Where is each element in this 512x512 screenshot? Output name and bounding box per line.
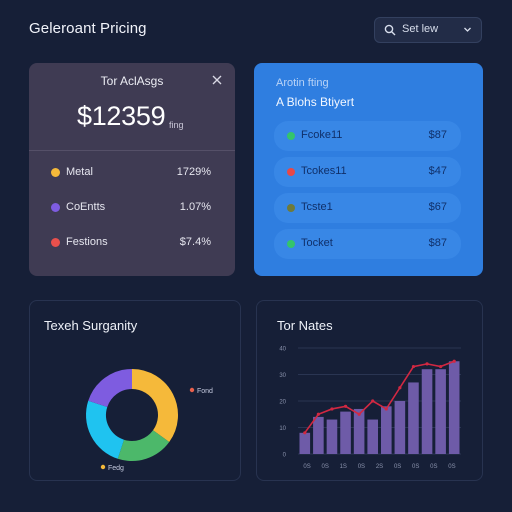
plan-row[interactable]: Fcoke11 $87 xyxy=(274,121,461,151)
trend-point xyxy=(384,407,388,411)
plan-row[interactable]: Tocket $87 xyxy=(274,229,461,259)
view-select-label: Set lew xyxy=(402,23,439,35)
bar xyxy=(408,382,419,454)
trend-point xyxy=(452,359,456,363)
view-select[interactable]: Set lew xyxy=(374,17,482,43)
trend-point xyxy=(330,407,334,411)
legend-dot xyxy=(100,464,106,470)
trend-point xyxy=(343,404,348,408)
plan-row-price: $87 xyxy=(428,129,447,141)
donut-panel: Texeh Surganity Fond Fedg xyxy=(29,300,241,481)
status-dot xyxy=(287,204,295,212)
y-tick-label: 40 xyxy=(279,347,286,353)
search-icon xyxy=(384,24,396,36)
y-tick-label: 30 xyxy=(279,373,286,379)
plan-row-label: Tcste1 xyxy=(301,201,333,213)
status-dot xyxy=(287,240,295,248)
bar xyxy=(340,411,351,454)
x-tick-label: 0S xyxy=(412,464,419,470)
trend-point xyxy=(425,362,429,366)
plan-row-price: $67 xyxy=(428,201,447,213)
y-tick-label: 10 xyxy=(279,426,286,432)
plan-row[interactable]: Tcokes11 $47 xyxy=(274,157,461,187)
app-title: Geleroant Pricing xyxy=(29,20,147,37)
plan-card: Arotin fting A Blohs Btiyert Fcoke11 $87… xyxy=(254,63,483,276)
divider xyxy=(29,150,235,151)
plan-card-subtitle: A Blohs Btiyert xyxy=(276,95,355,109)
plan-card-title: Arotin fting xyxy=(276,77,329,89)
trend-point xyxy=(357,412,361,416)
status-dot xyxy=(287,132,295,140)
legend-dot xyxy=(189,387,195,393)
trend-point xyxy=(398,386,402,390)
bar-chart-panel: Tor Nates 40 30 20 10 0 0S 0S 1S 0S 2S 0S 0S 0S 0S xyxy=(256,300,483,481)
x-tick-label: 0S xyxy=(303,464,310,470)
donut-slice xyxy=(86,400,125,459)
bar xyxy=(394,401,406,454)
plan-row-label: Tcokes11 xyxy=(301,165,347,177)
donut-slice xyxy=(131,369,178,443)
summary-row: Metal 1729% xyxy=(29,164,235,182)
donut-slice xyxy=(117,429,170,461)
donut-slice xyxy=(88,369,133,408)
summary-amount: $12359 xyxy=(77,101,166,131)
trend-point xyxy=(303,431,307,435)
summary-row-label: Metal xyxy=(66,166,93,178)
bar xyxy=(435,369,446,454)
x-tick-label: 1S xyxy=(340,464,347,470)
donut-panel-title: Texeh Surganity xyxy=(44,318,138,333)
x-tick-label: 0S xyxy=(321,464,328,470)
y-tick-label: 20 xyxy=(279,400,286,406)
summary-row-value: 1.07% xyxy=(179,201,211,213)
bar xyxy=(448,361,460,454)
bar xyxy=(353,408,365,454)
status-dot xyxy=(51,203,60,212)
x-tick-label: 0S xyxy=(430,464,437,470)
summary-amount-suffix: fing xyxy=(169,120,184,130)
trend-line xyxy=(304,360,455,434)
trend-point xyxy=(371,399,375,403)
plan-row-price: $47 xyxy=(428,165,447,177)
summary-row: CoEntts 1.07% xyxy=(29,199,235,217)
trend-point xyxy=(439,364,443,369)
y-tick-label: 0 xyxy=(283,453,287,459)
trend-point xyxy=(316,412,320,416)
status-dot xyxy=(287,168,295,176)
bar xyxy=(326,419,338,454)
summary-card-title: Tor AclAsgs xyxy=(100,74,164,88)
x-tick-label: 0S xyxy=(358,464,365,470)
summary-row-label: Festions xyxy=(66,236,108,248)
x-tick-label: 2S xyxy=(376,464,383,470)
bar xyxy=(313,416,324,454)
status-dot xyxy=(51,168,60,177)
x-tick-label: 0S xyxy=(448,464,455,470)
trend-point xyxy=(411,364,416,369)
plan-row-label: Fcoke11 xyxy=(301,129,343,141)
summary-row-value: 1729% xyxy=(176,166,211,178)
summary-row-label: CoEntts xyxy=(66,201,106,213)
donut-chart: Fond Fedg xyxy=(86,369,213,472)
bar xyxy=(380,406,392,454)
summary-row: Festions $7.4% xyxy=(29,234,235,252)
status-dot xyxy=(51,238,60,247)
summary-row-value: $7.4% xyxy=(179,236,211,248)
x-tick-label: 0S xyxy=(394,464,401,470)
legend-label: Fedg xyxy=(108,465,124,472)
bar xyxy=(367,419,379,454)
bar-chart-title: Tor Nates xyxy=(277,318,333,333)
bar-chart: 40 30 20 10 0 0S 0S 1S 0S 2S 0S 0S 0S 0S xyxy=(279,347,461,470)
plan-row-label: Tocket xyxy=(301,237,333,249)
chevron-down-icon xyxy=(464,27,471,32)
close-icon[interactable] xyxy=(212,75,222,85)
bar xyxy=(421,369,433,454)
plan-row-price: $87 xyxy=(428,237,447,249)
plan-row[interactable]: Tcste1 $67 xyxy=(274,193,461,223)
legend-label: Fond xyxy=(197,388,213,395)
summary-card: Tor AclAsgs $12359 fing Metal 1729% CoEn… xyxy=(29,63,235,276)
bar xyxy=(299,432,311,454)
